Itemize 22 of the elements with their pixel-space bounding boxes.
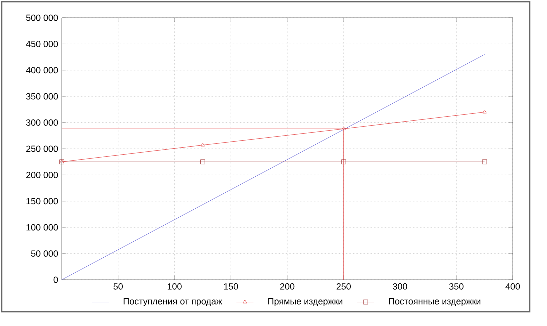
x-tick-label: 350 xyxy=(449,284,464,290)
x-tick-label: 300 xyxy=(393,284,408,290)
x-tick-label: 250 xyxy=(336,284,352,290)
y-tick-label: 250 000 xyxy=(26,146,58,152)
y-tick-label: 200 000 xyxy=(26,172,58,178)
y-tick-label: 150 000 xyxy=(26,198,58,205)
y-tick-label: 0 xyxy=(54,276,58,284)
legend-label: Поступления от продаж xyxy=(124,298,222,306)
x-tick-label: 150 xyxy=(224,284,238,290)
legend-label: Прямые издержки xyxy=(268,298,343,306)
y-tick-label: 50 000 xyxy=(31,250,58,257)
y-tick-label: 100 000 xyxy=(26,224,58,231)
y-tick-label: 400 000 xyxy=(26,67,58,74)
legend-label: Постоянные издержки xyxy=(389,298,481,306)
x-tick-label: 50 xyxy=(114,284,124,290)
x-tick-label: 200 xyxy=(280,284,295,290)
y-tick-label: 450 000 xyxy=(26,41,58,48)
y-tick-label: 500 000 xyxy=(26,14,58,22)
x-tick-label: 100 xyxy=(168,284,182,290)
x-tick-label: 400 xyxy=(506,284,520,290)
y-tick-label: 300 000 xyxy=(26,120,58,126)
y-tick-label: 350 000 xyxy=(26,93,58,100)
